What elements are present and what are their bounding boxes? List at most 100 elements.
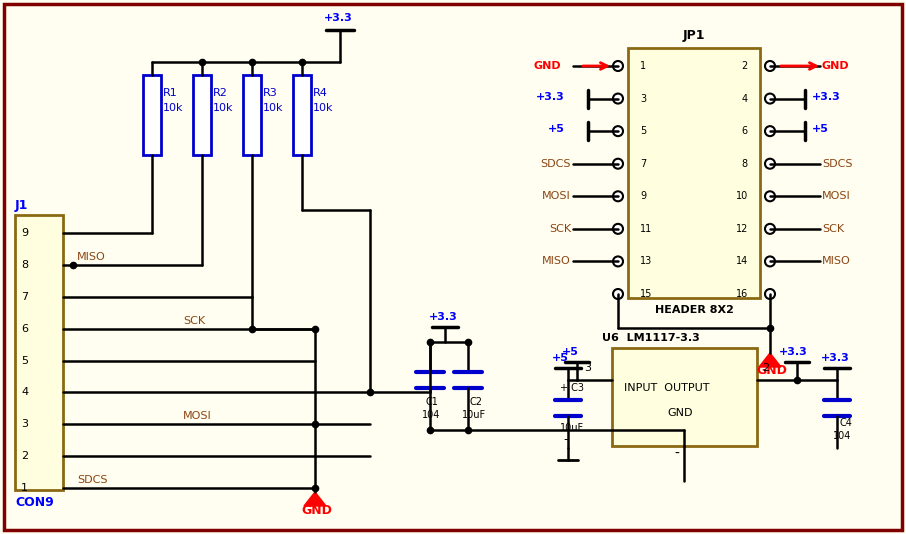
Text: R4: R4 [313, 88, 328, 98]
Text: C2: C2 [470, 397, 483, 407]
Text: +5: +5 [562, 347, 579, 357]
Text: 3: 3 [584, 363, 591, 373]
Text: 2: 2 [21, 451, 28, 461]
Bar [243, 75, 261, 155]
Text: C4: C4 [839, 418, 852, 428]
Text: 8: 8 [742, 159, 748, 169]
Text: 1: 1 [640, 61, 646, 71]
Text: -: - [563, 434, 567, 446]
Text: 10k: 10k [313, 103, 333, 113]
Circle shape [613, 191, 623, 201]
Text: 104: 104 [422, 410, 440, 420]
Text: +5: +5 [552, 353, 569, 363]
Text: 15: 15 [640, 289, 652, 299]
Text: R2: R2 [213, 88, 228, 98]
Circle shape [765, 93, 775, 104]
Text: 5: 5 [640, 126, 646, 136]
Text: INPUT  OUTPUT: INPUT OUTPUT [624, 383, 709, 393]
Text: 13: 13 [640, 256, 652, 266]
Text: MISO: MISO [543, 256, 571, 266]
Text: 7: 7 [640, 159, 646, 169]
Text: +3.3: +3.3 [536, 91, 565, 101]
Text: 10k: 10k [213, 103, 234, 113]
Circle shape [765, 224, 775, 234]
Circle shape [613, 224, 623, 234]
Text: GND: GND [667, 408, 692, 418]
Text: 10: 10 [736, 191, 748, 201]
Circle shape [613, 93, 623, 104]
Text: +5: +5 [812, 124, 829, 134]
Text: C1: C1 [426, 397, 439, 407]
Text: 104: 104 [833, 431, 852, 441]
Text: 10uF: 10uF [560, 423, 584, 433]
Circle shape [765, 61, 775, 71]
Text: SDCS: SDCS [541, 159, 571, 169]
Circle shape [765, 159, 775, 169]
Text: +5: +5 [548, 124, 565, 134]
Text: MISO: MISO [77, 252, 106, 262]
Text: 4: 4 [21, 387, 28, 397]
Text: J1: J1 [15, 199, 28, 211]
Text: 4: 4 [742, 93, 748, 104]
Text: GND: GND [533, 61, 561, 71]
Text: +3.3: +3.3 [779, 347, 808, 357]
Text: R1: R1 [163, 88, 178, 98]
Circle shape [613, 256, 623, 266]
Text: MISO: MISO [822, 256, 851, 266]
Text: 3: 3 [21, 419, 28, 429]
Text: SDCS: SDCS [822, 159, 853, 169]
Text: GND: GND [822, 61, 850, 71]
Text: 2: 2 [742, 61, 748, 71]
Bar [15, 215, 63, 490]
Text: U6  LM1117-3.3: U6 LM1117-3.3 [602, 333, 699, 343]
Bar [293, 75, 311, 155]
Circle shape [765, 256, 775, 266]
Text: CON9: CON9 [15, 496, 53, 508]
Bar [628, 48, 760, 298]
Text: MOSI: MOSI [822, 191, 851, 201]
Text: GND: GND [756, 364, 787, 376]
Text: MOSI: MOSI [183, 411, 212, 421]
Text: 11: 11 [640, 224, 652, 234]
Circle shape [765, 191, 775, 201]
Circle shape [613, 61, 623, 71]
Text: 12: 12 [736, 224, 748, 234]
Circle shape [613, 289, 623, 299]
Text: 10k: 10k [263, 103, 284, 113]
Text: SCK: SCK [822, 224, 844, 234]
Text: 6: 6 [21, 324, 28, 334]
Text: -: - [674, 447, 679, 461]
Text: 9: 9 [21, 228, 28, 238]
Text: + C3: + C3 [560, 383, 584, 393]
Circle shape [613, 159, 623, 169]
Text: 10uF: 10uF [462, 410, 487, 420]
Text: HEADER 8X2: HEADER 8X2 [654, 305, 734, 315]
Text: 14: 14 [736, 256, 748, 266]
Polygon shape [304, 492, 326, 506]
Text: JP1: JP1 [683, 29, 705, 43]
Text: SDCS: SDCS [77, 475, 108, 485]
Text: 9: 9 [640, 191, 646, 201]
Text: SCK: SCK [549, 224, 571, 234]
Text: 1: 1 [21, 483, 28, 493]
Polygon shape [759, 353, 781, 367]
Bar [193, 75, 211, 155]
Text: 3: 3 [640, 93, 646, 104]
Text: R3: R3 [263, 88, 278, 98]
Text: MOSI: MOSI [543, 191, 571, 201]
Text: +3.3: +3.3 [821, 353, 850, 363]
Text: 2: 2 [762, 363, 769, 373]
Text: 7: 7 [21, 292, 28, 302]
Text: 16: 16 [736, 289, 748, 299]
Text: 10k: 10k [163, 103, 184, 113]
Circle shape [765, 289, 775, 299]
Text: 8: 8 [21, 260, 28, 270]
Text: GND: GND [301, 504, 332, 516]
Text: +3.3: +3.3 [429, 312, 458, 322]
Text: 5: 5 [21, 356, 28, 365]
Text: +3.3: +3.3 [812, 91, 841, 101]
Text: +3.3: +3.3 [324, 13, 352, 23]
Bar [612, 348, 757, 446]
Text: 6: 6 [742, 126, 748, 136]
Circle shape [765, 126, 775, 136]
